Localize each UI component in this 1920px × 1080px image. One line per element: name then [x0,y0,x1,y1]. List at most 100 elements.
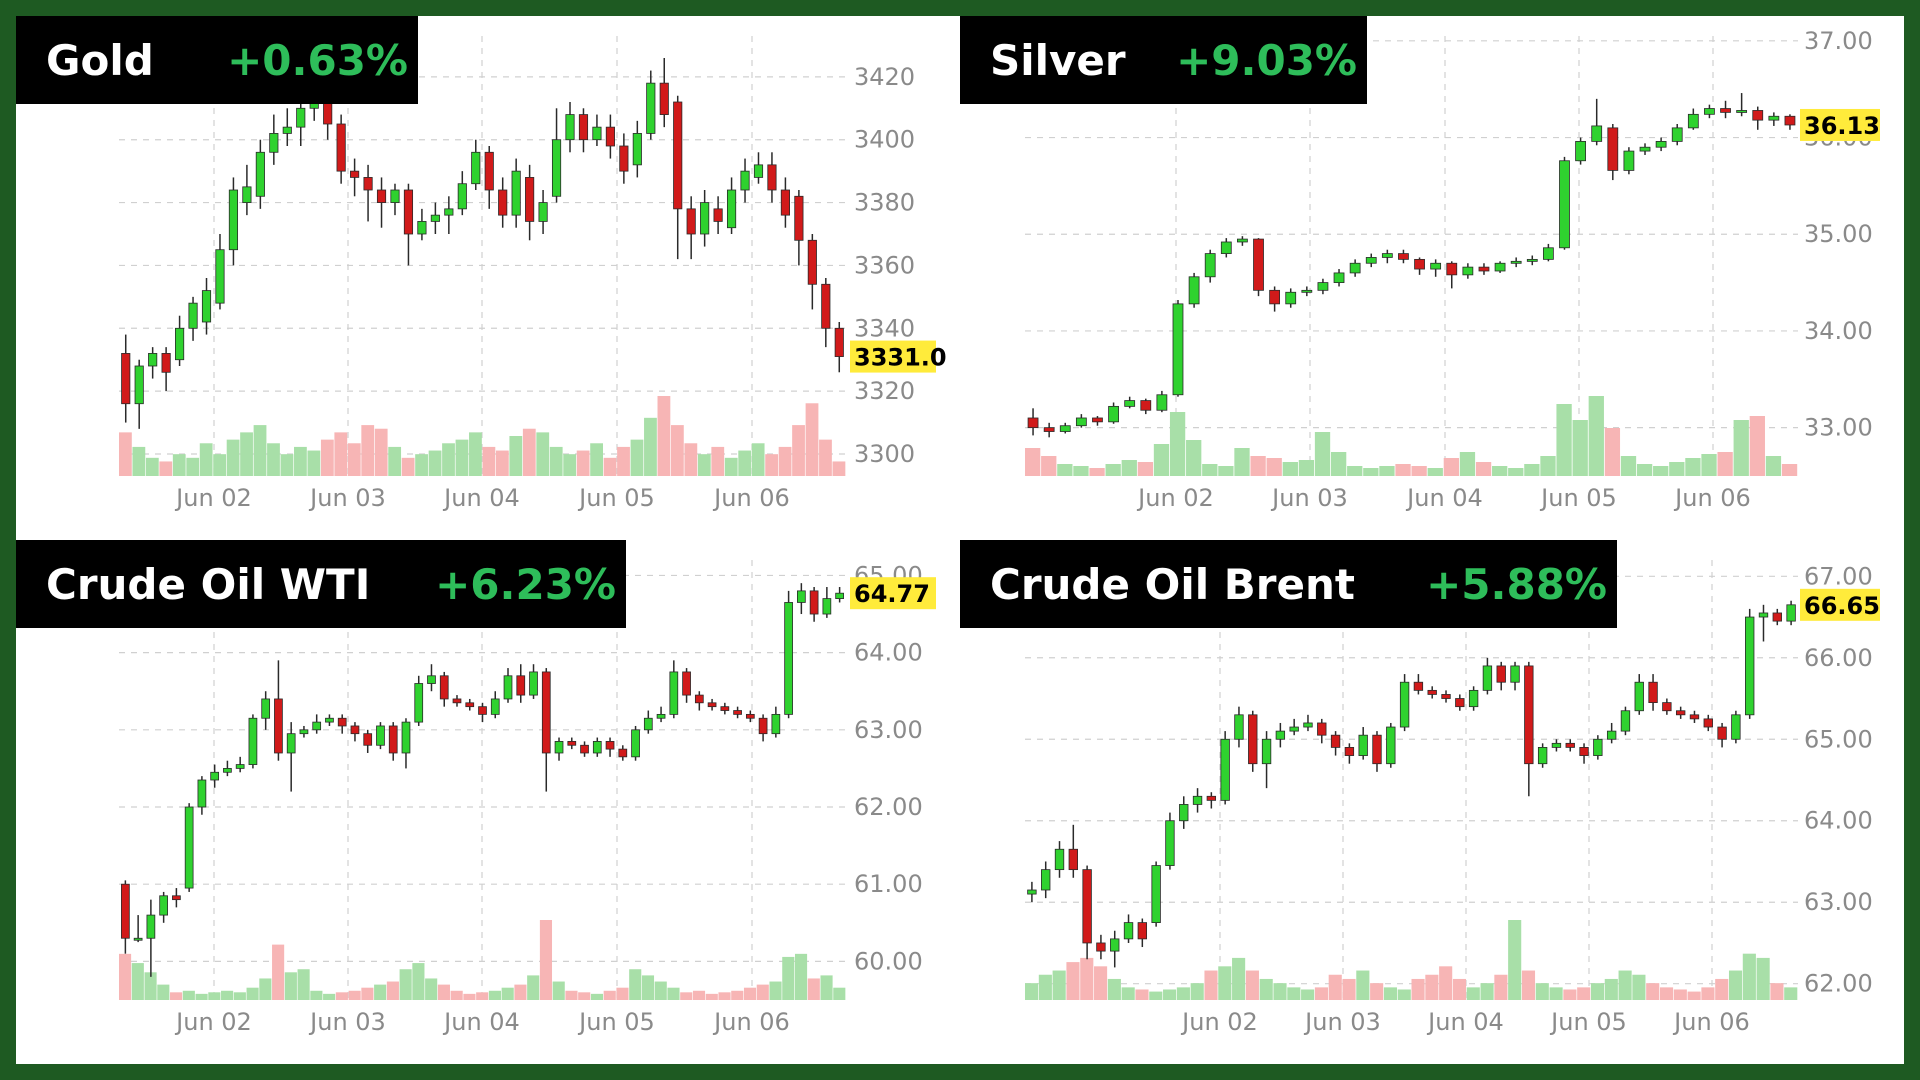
volume-bar [1135,989,1149,1000]
candle-body [337,717,347,727]
volume-bar [539,920,553,1000]
candle-body [807,239,817,285]
volume-bar [1728,970,1743,1000]
candle-body [1192,795,1203,805]
volume-bar [1659,987,1674,1000]
candle-body [1655,141,1667,148]
y-tick-label: 3420 [854,63,915,91]
candle-body [286,733,296,754]
x-tick-label: Jun 06 [1672,1008,1750,1036]
volume-bar [1563,989,1577,1000]
candle-body [1675,710,1686,716]
candle-body [694,694,704,704]
chart-header-silver: Silver +9.03% [960,16,1367,104]
volume-bar [240,432,253,476]
volume-bar [1466,987,1480,1000]
volume-bar [563,454,577,476]
volume-bar [1397,989,1411,1000]
volume-bar [514,984,527,1000]
volume-bar [1492,466,1508,476]
y-tick-label: 34.00 [1804,317,1873,345]
candle-body [1204,253,1216,278]
candle-body [1648,681,1658,703]
x-tick-label: Jun 02 [174,1008,252,1036]
candle-body [1427,689,1437,695]
volume-bar [769,981,782,1000]
candle-body [1720,108,1731,113]
volume-bar [1094,966,1108,1000]
candle-body [1537,747,1548,765]
volume-bar [1383,987,1398,1000]
candle-body [1703,718,1713,728]
candle-body [1455,698,1465,708]
candle-body [794,195,804,241]
candle-body [1591,125,1603,142]
candle-body [1372,734,1382,765]
candle-body [1494,262,1506,272]
candle-body [325,717,334,723]
x-tick-label: Jun 03 [308,1008,386,1036]
volume-bar [1025,983,1039,1000]
candle-body [1559,160,1570,249]
candle-body [444,208,454,216]
volume-bar [1411,978,1425,1000]
candle-body [567,741,577,746]
volume-bar [1781,464,1798,476]
candle-body [659,82,669,115]
candle-body [1220,241,1232,254]
x-tick-label: Jun 06 [1673,484,1751,512]
candle-body [242,186,252,203]
volume-bar [833,987,846,1000]
candle-body [1137,922,1148,940]
candle-body [643,717,653,731]
candle-body [700,202,710,235]
volume-bar [1121,460,1137,476]
volume-bar [794,953,808,1000]
volume-bar [1259,978,1273,1000]
candle-body [439,675,449,700]
candle-body [1768,115,1780,121]
candle-body [1179,804,1189,822]
candle-body [565,114,575,141]
chart-header-brent: Crude Oil Brent +5.88% [960,540,1617,628]
candle-body [215,249,225,304]
volume-bar [442,443,455,476]
candle-body [1606,730,1617,740]
candle-body [1206,795,1217,801]
volume-bar [132,446,146,476]
volume-bar [1756,957,1770,1000]
volume-bar [145,457,159,476]
y-tick-label: 63.00 [1804,888,1873,916]
volume-bar [1250,456,1266,476]
candle-body [401,721,411,754]
volume-bar [1314,987,1328,1000]
volume-bar [509,436,523,476]
candle-body [516,675,526,696]
volume-bar [765,454,779,476]
volume-bar [731,990,744,1000]
volume-bar [307,450,321,476]
last-price-marker [850,340,936,373]
candle-body [656,713,666,719]
chart-title: Crude Oil WTI [46,559,371,609]
candle-body [809,590,819,615]
candle-body [1524,665,1534,765]
percent-change: +5.88% [1426,559,1607,609]
volume-bar [1459,452,1476,476]
candle-body [1330,734,1341,748]
volume-bar [1347,466,1363,476]
volume-bar [705,993,718,1000]
volume-bar [670,425,684,476]
volume-bar [657,396,671,476]
volume-bar [603,990,616,1000]
volume-bar [1717,452,1733,476]
y-tick-label: 3400 [854,126,915,154]
candle-body [1579,747,1589,756]
candle-body [376,725,385,746]
volume-bar [756,984,769,1000]
volume-bar [501,987,514,1000]
dashboard: 3300 3320 3340 3360 3380 3400 3420 Jun 02 Jun 03… [16,16,1904,1064]
volume-bar [684,443,698,476]
candle-body [336,123,346,172]
